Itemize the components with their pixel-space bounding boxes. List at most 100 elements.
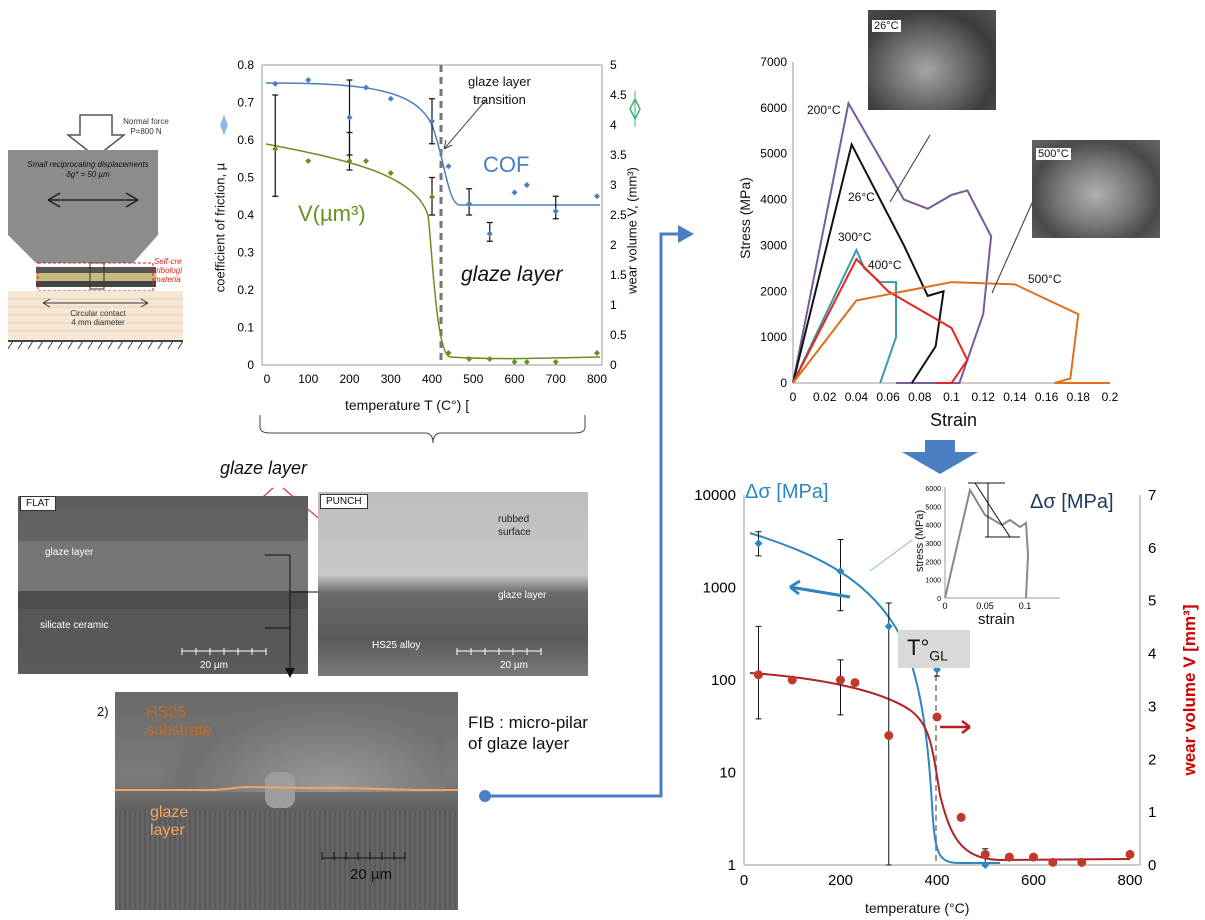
cof-point xyxy=(429,118,435,125)
down-block-arrow-icon xyxy=(902,440,978,474)
cof-point xyxy=(594,193,600,200)
delta-label: Δσ [MPa] xyxy=(745,481,829,503)
x-tick-label: 0.06 xyxy=(876,390,900,404)
punch-rubbed-1: rubbed xyxy=(498,514,530,525)
micrograph-glaze-title: glaze layer xyxy=(220,458,308,478)
error-bar xyxy=(552,195,559,220)
stress-series-line xyxy=(792,141,945,384)
fib-number: 2) xyxy=(97,704,109,719)
stress-series-line xyxy=(792,100,993,384)
flow-connector xyxy=(479,225,694,802)
inset-chart-svg: 0 0.05 0.1 0 1000 2000 3000 4000 5000 6000 xyxy=(925,482,1060,611)
y-right-tick-label: 4.5 xyxy=(610,88,627,102)
fib-scale-text: 20 µm xyxy=(350,866,392,883)
y-right-tick-label: 0 xyxy=(1148,857,1156,874)
y-left-tick-label: 0 xyxy=(247,358,254,372)
inset-pointer xyxy=(869,539,913,572)
y-right-tick-label: 4 xyxy=(610,118,617,132)
cof-x-label: temperature T (C°) [ xyxy=(345,397,470,413)
right-axis-arrow-icon xyxy=(940,720,971,734)
flat-micrograph xyxy=(18,496,308,674)
label-200c: 200°C xyxy=(807,103,841,117)
transition-label-2: transition xyxy=(473,92,526,107)
inset-y-tick: 1000 xyxy=(925,578,941,585)
y-right-tick-label: 1 xyxy=(610,298,617,312)
x-tick-label: 700 xyxy=(546,372,566,386)
cof-point xyxy=(466,200,473,207)
schematic-drawing xyxy=(7,114,184,350)
y-left-tick-label: 100 xyxy=(711,672,736,689)
y-left-tick-label: 0.6 xyxy=(237,133,254,147)
flat-scale-text: 20 µm xyxy=(200,660,228,671)
contact-label: Circular contact xyxy=(70,309,126,318)
y-left-tick-label: 10 xyxy=(719,765,736,782)
x-tick-label: 200 xyxy=(828,872,853,889)
cof-point xyxy=(305,77,312,83)
y-tick-label: 2000 xyxy=(760,284,787,298)
x-tick-label: 200 xyxy=(339,372,359,386)
wear-point xyxy=(1004,852,1014,862)
inset-y-tick: 2000 xyxy=(925,559,941,566)
micrograph-connectors xyxy=(265,554,318,678)
y-right-tick-label: 2 xyxy=(610,238,617,252)
y-left-tick-label: 10000 xyxy=(694,487,736,504)
y-right-tick-label: 0.5 xyxy=(610,328,627,342)
tgl-main: T° xyxy=(907,635,930,660)
flat-scale-bar xyxy=(181,648,267,655)
punch-block xyxy=(8,150,158,263)
x-tick-label: 0.14 xyxy=(1003,390,1027,404)
displacement-value: δg* = 50 µm xyxy=(66,170,110,179)
y-right-tick-label: 1.5 xyxy=(610,268,627,282)
wear-point xyxy=(552,359,559,365)
y-tick-label: 6000 xyxy=(760,101,787,115)
normal-force-label: Normal force xyxy=(123,117,169,126)
y-tick-label: 0 xyxy=(780,376,787,390)
punch-glaze-text: glaze layer xyxy=(498,590,547,601)
y-left-tick-label: 1 xyxy=(728,857,736,874)
y-right-tick-label: 4 xyxy=(1148,646,1156,663)
y-right-tick-label: 2 xyxy=(1148,751,1156,768)
wear-point xyxy=(445,350,452,356)
stress-strain-chart: 0 0.02 0.04 0.06 0.08 0.1 0.12 0.14 0.16 0.18 0.2 … xyxy=(730,50,1130,440)
wear-point xyxy=(346,158,353,164)
wear-point xyxy=(932,712,942,722)
x-tick-label: 0.02 xyxy=(813,390,837,404)
x-tick-label: 0 xyxy=(790,390,797,404)
x-tick-label: 100 xyxy=(298,372,318,386)
wear-point xyxy=(980,849,990,859)
y-left-tick-label: 0.8 xyxy=(237,58,254,72)
wear-point xyxy=(1029,852,1038,862)
transition-label-1: glaze layer xyxy=(468,74,531,89)
stress-point xyxy=(884,622,893,631)
layer-3 xyxy=(36,281,156,287)
y-right-tick-label: 0 xyxy=(610,358,617,372)
label-26c: 26°C xyxy=(848,190,875,204)
displacement-title: Small reciprocating displacements xyxy=(27,160,149,169)
punch-alloy-text: HS25 alloy xyxy=(372,640,421,651)
inset-y-tick: 4000 xyxy=(925,523,941,530)
inset-y-tick: 5000 xyxy=(925,504,941,511)
force-value-label: P=800 N xyxy=(130,127,162,136)
x-tick-label: 300 xyxy=(381,372,401,386)
sample-holder xyxy=(89,262,105,290)
layer-2 xyxy=(36,273,156,281)
y-tick-label: 3000 xyxy=(760,238,787,252)
wear-point xyxy=(363,158,369,164)
inset-26-pointer xyxy=(889,134,931,203)
x-tick-label: 400 xyxy=(422,372,442,386)
fib-glaze-1: glaze xyxy=(150,804,189,821)
y-right-tick-label: 7 xyxy=(1148,487,1156,504)
x-tick-label: 600 xyxy=(504,372,524,386)
cof-wear-chart: 0 100 200 300 400 500 600 700 800 0 0.1 0.2 0.3 0.4 0… xyxy=(200,55,650,455)
stress-point xyxy=(754,539,763,548)
inset-y-tick: 3000 xyxy=(925,541,941,548)
inset-y-tick: 6000 xyxy=(925,486,941,493)
material-label: materia xyxy=(154,275,181,284)
wear-point xyxy=(884,731,894,740)
stress-series-line xyxy=(792,281,1110,384)
wear-point xyxy=(850,678,860,688)
wear-point xyxy=(594,350,600,356)
strain-x-label: Strain xyxy=(930,410,978,430)
